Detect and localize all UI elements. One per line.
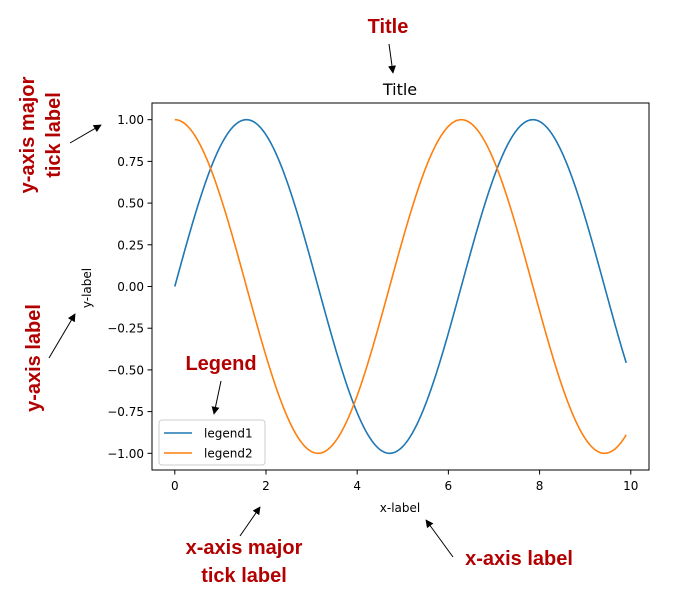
y-tick-label: 0.75 — [117, 155, 144, 169]
y-axis-label: y-label — [80, 268, 94, 308]
y-axis-ticks: 1.00 0.75 0.50 0.25 0.00 −0.25 −0.50 −0.75 −1.00 — [107, 113, 152, 461]
annotation-x-major-tick-label-line2: tick label — [201, 565, 287, 587]
x-tick-label: 10 — [623, 479, 638, 493]
y-tick-label: 1.00 — [117, 113, 144, 127]
annotation-y-major-tick-label-line2: tick label — [43, 92, 65, 178]
annotation-y-label-arrow — [48, 313, 76, 359]
y-tick-label: −0.25 — [107, 322, 144, 336]
annotation-y-axis-label: y-axis label — [23, 304, 45, 412]
legend-label-2: legend2 — [204, 447, 253, 461]
annotation-title: Title — [368, 16, 409, 38]
annotation-title-arrow — [388, 43, 396, 74]
y-tick-label: −0.50 — [107, 363, 144, 377]
x-tick-label: 6 — [445, 479, 453, 493]
annotation-layer: Title y-axis major tick label y-axis lab… — [17, 16, 573, 587]
series-layer — [174, 118, 627, 455]
series-line-1 — [174, 118, 627, 455]
annotation-y-tick-arrow — [69, 124, 102, 144]
x-tick-label: 0 — [171, 479, 179, 493]
annotation-x-axis-label: x-axis label — [465, 548, 573, 570]
y-tick-label: 0.00 — [117, 280, 144, 294]
y-tick-label: −0.75 — [107, 405, 144, 419]
chart-title: Title — [382, 80, 417, 99]
annotation-legend-arrow — [211, 380, 222, 415]
x-tick-label: 8 — [536, 479, 544, 493]
x-tick-label: 4 — [353, 479, 361, 493]
annotation-x-tick-arrow — [239, 506, 261, 537]
x-axis-ticks: 0 2 4 6 8 10 — [171, 470, 638, 493]
y-tick-label: 0.50 — [117, 197, 144, 211]
legend-label-1: legend1 — [204, 427, 253, 441]
x-tick-label: 2 — [262, 479, 270, 493]
x-axis-label: x-label — [380, 501, 420, 515]
annotation-legend: Legend — [185, 353, 256, 375]
annotation-y-major-tick-label-line1: y-axis major — [17, 76, 39, 193]
annotation-x-major-tick-label-line1: x-axis major — [186, 537, 303, 559]
y-tick-label: −1.00 — [107, 447, 144, 461]
legend: legend1 legend2 — [158, 419, 266, 466]
series-line-2 — [174, 118, 627, 455]
y-tick-label: 0.25 — [117, 238, 144, 252]
annotation-x-label-arrow — [425, 519, 454, 558]
plot-area — [151, 102, 650, 471]
